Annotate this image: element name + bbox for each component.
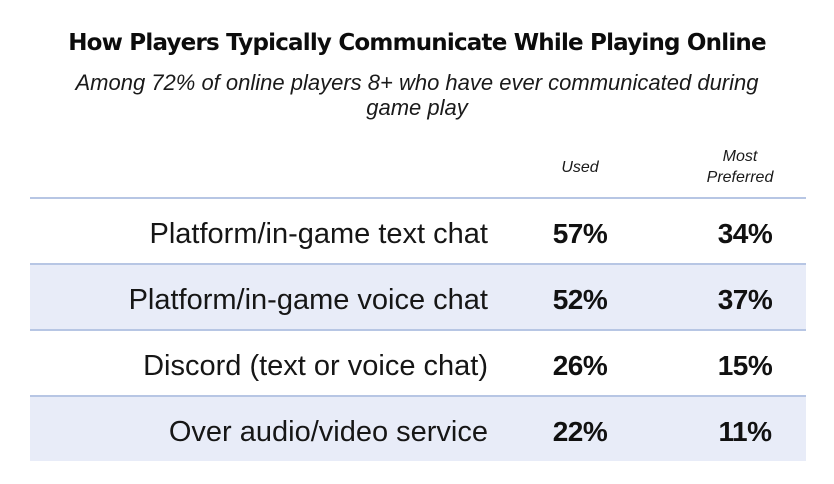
table-row: Platform/in-game text chat 57% 34% [30,197,806,263]
row-preferred-value: 11% [718,416,773,447]
row-label: Platform/in-game voice chat [128,284,488,316]
row-used-value: 52% [552,284,608,315]
table-row: Discord (text or voice chat) 26% 15% [30,329,806,395]
row-preferred-value: 15% [717,350,773,381]
column-header-most-preferred-line1: Most [722,148,758,165]
communication-table: Platform/in-game text chat 57% 34% Platf… [30,197,806,461]
column-header-most-preferred-line2: Preferred [706,169,774,186]
chart-title: How Players Typically Communicate While … [68,30,766,56]
row-label: Discord (text or voice chat) [143,350,488,382]
row-label: Over audio/video service [168,416,488,448]
row-label: Platform/in-game text chat [149,218,488,250]
row-preferred-value: 34% [717,218,773,249]
row-used-value: 26% [552,350,608,381]
table-row: Platform/in-game voice chat 52% 37% [30,263,806,329]
row-preferred-value: 37% [717,284,773,315]
row-used-value: 57% [552,218,608,249]
row-used-value: 22% [552,416,608,447]
chart-subtitle: Among 72% of online players 8+ who have … [75,70,759,120]
table-row: Over audio/video service 22% 11% [30,395,806,461]
column-header-most-preferred: Most Preferred [680,146,800,188]
column-header-used: Used [561,159,599,176]
